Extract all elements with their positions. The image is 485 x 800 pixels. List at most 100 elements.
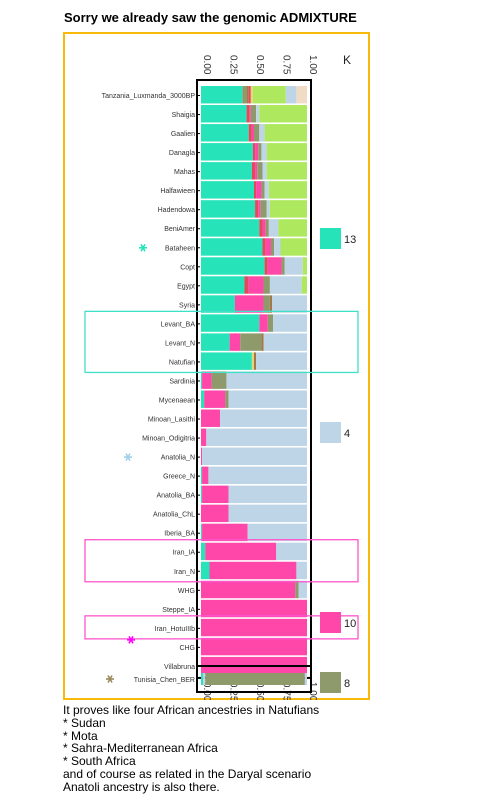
row-label: Anatolia_N xyxy=(161,455,195,462)
bar-segment xyxy=(265,238,271,256)
bottom-axis-tick-label: 1.00 xyxy=(307,682,318,700)
bar-segment xyxy=(256,352,307,370)
bar-segment xyxy=(201,428,207,446)
asterisk-stroke xyxy=(128,636,134,644)
bar-segment xyxy=(276,542,307,561)
bar-segment xyxy=(201,542,206,561)
bar-segment xyxy=(201,200,256,218)
bottom-axis-tick-label: 0.50 xyxy=(254,682,265,700)
bar-segment xyxy=(255,162,258,180)
bar-segment xyxy=(278,219,307,237)
row-label: Bataheen xyxy=(165,245,195,252)
top-axis-tick-label: 0.25 xyxy=(228,55,239,75)
bar-segment xyxy=(298,580,307,599)
page-heading: Sorry we already saw the genomic ADMIXTU… xyxy=(64,10,357,25)
row-label: Natufian xyxy=(169,359,195,366)
bar-segment xyxy=(262,219,266,237)
bar-segment xyxy=(201,523,203,542)
bar-segment xyxy=(272,295,307,313)
bar-segment xyxy=(264,181,269,199)
bar-segment xyxy=(263,276,270,294)
bar-segment xyxy=(225,390,229,408)
bar-segment xyxy=(201,295,235,313)
bar-segment xyxy=(256,105,260,123)
bar-segment xyxy=(229,333,241,351)
bar-segment xyxy=(304,673,307,685)
caption-line: * South Africa xyxy=(63,754,136,769)
top-axis-tick-label: 1.00 xyxy=(307,55,318,75)
row-label: Sardinia xyxy=(169,378,195,385)
bar-segment xyxy=(267,314,274,332)
bar-segment xyxy=(261,181,265,199)
caption-line: It proves like four African ancestries i… xyxy=(63,703,320,717)
bottom-axis-tick-label: 0.25 xyxy=(228,682,239,700)
bar-segment xyxy=(209,561,297,580)
row-label: WHG xyxy=(178,588,195,595)
bar-segment xyxy=(248,124,252,142)
top-axis-tick-label: 0.75 xyxy=(281,55,292,75)
bar-segment xyxy=(250,105,257,123)
bar-segment xyxy=(201,86,243,104)
top-axis-tick-label: 0.00 xyxy=(201,55,212,75)
asterisk-icon xyxy=(139,243,147,252)
bar-segment xyxy=(204,390,226,408)
bar-segment xyxy=(281,257,285,275)
bar-segment xyxy=(201,181,254,199)
bar-segment xyxy=(201,580,296,599)
bar-segment xyxy=(228,390,307,408)
bar-segment xyxy=(201,276,245,294)
bar-segment xyxy=(201,637,307,656)
bar-segment xyxy=(201,618,307,637)
bar-segment xyxy=(228,485,307,504)
bar-segment xyxy=(220,409,307,427)
bar-segment xyxy=(260,200,267,218)
bar-segment xyxy=(249,105,251,123)
legend-label: 10 xyxy=(344,618,356,630)
bar-segment xyxy=(255,143,259,161)
bar-segment xyxy=(205,673,305,685)
bar-segment xyxy=(264,124,307,142)
bar-segment xyxy=(254,124,260,142)
highlight-box xyxy=(84,310,359,374)
bar-segment xyxy=(285,86,297,104)
bar-segment xyxy=(268,219,279,237)
bottom-axis-tick-label: 0.75 xyxy=(281,682,292,700)
bar-segment xyxy=(247,523,307,542)
row-label: Mahas xyxy=(174,169,196,176)
bar-segment xyxy=(201,219,260,237)
bar-segment xyxy=(266,143,307,161)
bar-segment xyxy=(280,238,307,256)
bar-segment xyxy=(252,86,286,104)
bar-segment xyxy=(246,86,249,104)
bar-segment xyxy=(201,257,265,275)
row-label: Levant_N xyxy=(165,340,195,347)
bar-segment xyxy=(206,428,307,446)
k-label: K xyxy=(343,53,351,67)
bar-segment xyxy=(201,162,252,180)
asterisk-icon xyxy=(127,636,135,644)
bar-segment xyxy=(201,238,263,256)
bar-segment xyxy=(202,447,307,465)
bar-segment xyxy=(201,561,210,580)
bar-segment xyxy=(266,200,270,218)
legend-label: 13 xyxy=(344,234,356,246)
bar-segment xyxy=(266,162,307,180)
bar-segment xyxy=(259,105,307,123)
bar-segment xyxy=(211,371,227,389)
row-label: Iran_N xyxy=(174,569,195,576)
bar-segment xyxy=(259,124,265,142)
row-label: Greece_N xyxy=(163,474,195,481)
bar-segment xyxy=(201,504,229,523)
bar-segment xyxy=(201,673,204,685)
bar-segment xyxy=(265,219,269,237)
bar-segment xyxy=(261,143,267,161)
bar-segment xyxy=(251,124,254,142)
bar-segment xyxy=(226,371,307,389)
separate-plot-border xyxy=(196,665,312,693)
highlight-box xyxy=(84,539,359,583)
row-label: BeniAmer xyxy=(164,226,195,233)
image-frame xyxy=(63,32,370,700)
bar-segment xyxy=(201,447,203,465)
bar-segment xyxy=(254,352,257,370)
caption-line: Anatoli ancestry is also there. xyxy=(63,779,220,794)
